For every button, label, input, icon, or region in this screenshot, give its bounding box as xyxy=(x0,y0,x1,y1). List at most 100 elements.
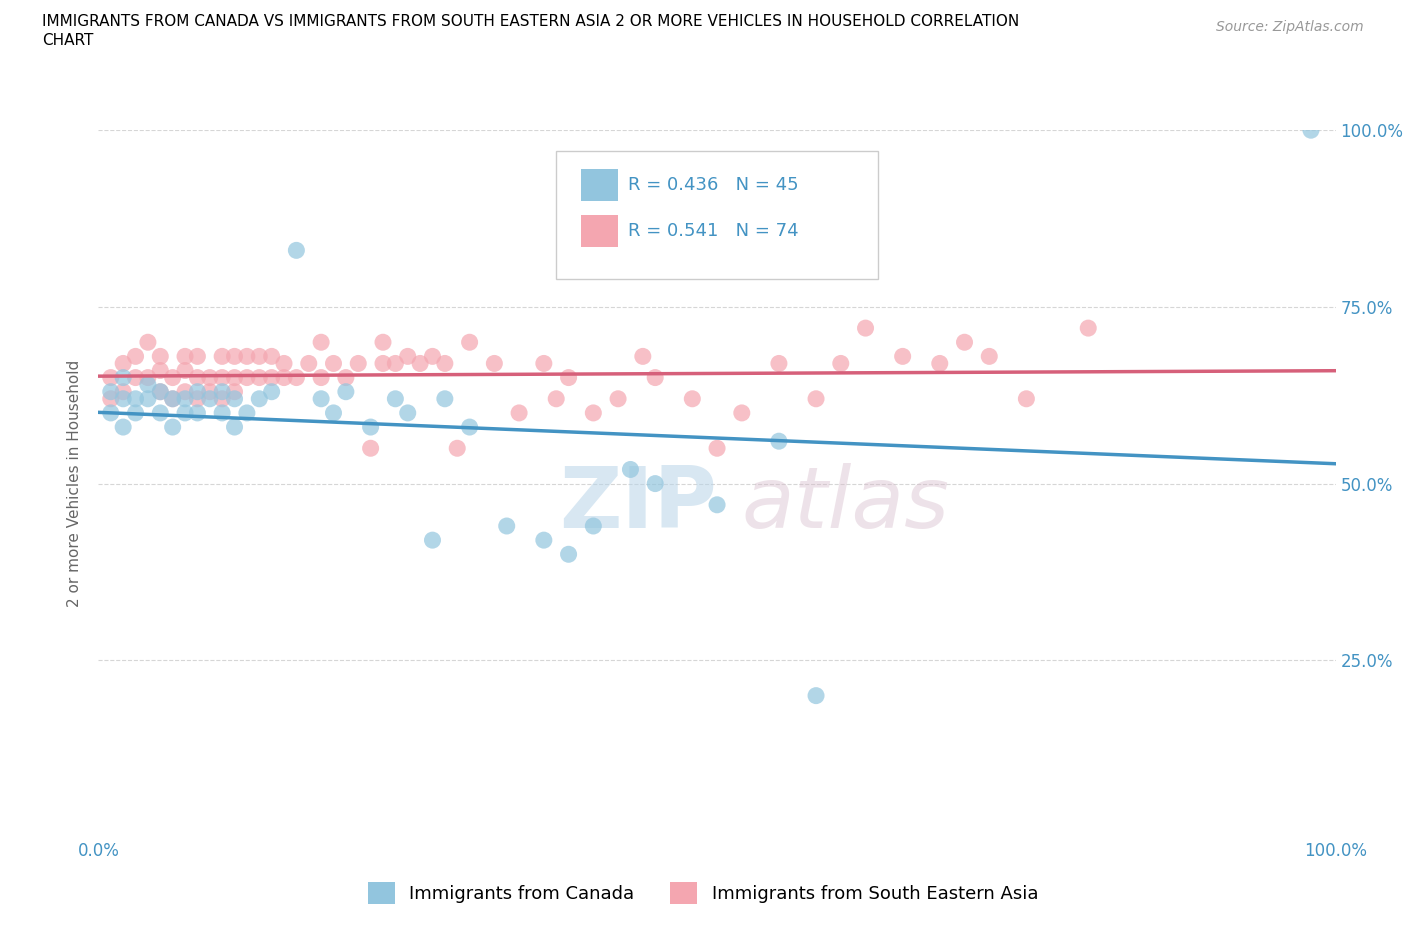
Point xyxy=(607,392,630,406)
Point xyxy=(186,384,208,399)
Point xyxy=(533,533,555,548)
Point xyxy=(1077,321,1099,336)
Point xyxy=(309,335,332,350)
Point xyxy=(136,370,159,385)
Point xyxy=(546,392,568,406)
Point xyxy=(260,349,283,364)
Text: Source: ZipAtlas.com: Source: ZipAtlas.com xyxy=(1216,20,1364,34)
Point xyxy=(928,356,950,371)
Point xyxy=(211,405,233,420)
Point xyxy=(174,384,197,399)
Point xyxy=(557,547,579,562)
Point xyxy=(446,441,468,456)
Point xyxy=(149,349,172,364)
Point xyxy=(631,349,654,364)
Point xyxy=(1015,392,1038,406)
Point xyxy=(247,370,270,385)
Point xyxy=(644,370,666,385)
Point xyxy=(706,498,728,512)
Point xyxy=(174,392,197,406)
Point xyxy=(149,384,172,399)
Point xyxy=(174,405,197,420)
Point xyxy=(112,419,135,434)
Point xyxy=(112,356,135,371)
Point xyxy=(236,370,259,385)
Point xyxy=(136,335,159,350)
Point xyxy=(224,384,246,399)
Point xyxy=(198,384,221,399)
Point xyxy=(100,370,122,385)
Point xyxy=(891,349,914,364)
Point xyxy=(533,356,555,371)
Y-axis label: 2 or more Vehicles in Household: 2 or more Vehicles in Household xyxy=(67,360,83,607)
Point xyxy=(484,356,506,371)
Point xyxy=(211,392,233,406)
Point xyxy=(186,405,208,420)
Point xyxy=(162,392,184,406)
Point xyxy=(285,243,308,258)
Point xyxy=(953,335,976,350)
Point xyxy=(396,349,419,364)
Point xyxy=(174,349,197,364)
Point xyxy=(706,441,728,456)
Point xyxy=(371,356,394,371)
Point xyxy=(979,349,1001,364)
Point xyxy=(174,363,197,378)
Point xyxy=(309,392,332,406)
Point xyxy=(557,370,579,385)
Point xyxy=(681,392,703,406)
Point xyxy=(433,392,456,406)
Point xyxy=(124,349,146,364)
Point xyxy=(433,356,456,371)
Point xyxy=(644,476,666,491)
Point xyxy=(198,392,221,406)
Point xyxy=(236,405,259,420)
Point xyxy=(322,356,344,371)
Point xyxy=(124,405,146,420)
Point xyxy=(211,349,233,364)
Point xyxy=(731,405,754,420)
Point xyxy=(260,384,283,399)
Point xyxy=(224,419,246,434)
Text: IMMIGRANTS FROM CANADA VS IMMIGRANTS FROM SOUTH EASTERN ASIA 2 OR MORE VEHICLES : IMMIGRANTS FROM CANADA VS IMMIGRANTS FRO… xyxy=(42,14,1019,29)
Point xyxy=(1299,123,1322,138)
Point xyxy=(260,370,283,385)
Point xyxy=(360,419,382,434)
Point xyxy=(236,349,259,364)
Point xyxy=(360,441,382,456)
Point xyxy=(508,405,530,420)
Point xyxy=(335,370,357,385)
Point xyxy=(162,370,184,385)
Point xyxy=(136,392,159,406)
Point xyxy=(112,392,135,406)
Point xyxy=(149,405,172,420)
Point xyxy=(124,370,146,385)
Point xyxy=(309,370,332,385)
Point xyxy=(186,392,208,406)
Point xyxy=(322,405,344,420)
Point xyxy=(136,378,159,392)
Point xyxy=(855,321,877,336)
Legend: Immigrants from Canada, Immigrants from South Eastern Asia: Immigrants from Canada, Immigrants from … xyxy=(360,875,1046,911)
FancyBboxPatch shape xyxy=(557,152,877,279)
Text: R = 0.541   N = 74: R = 0.541 N = 74 xyxy=(628,222,799,240)
Point xyxy=(384,392,406,406)
Point xyxy=(211,384,233,399)
Point xyxy=(804,688,827,703)
Point xyxy=(335,384,357,399)
Point xyxy=(371,335,394,350)
Point xyxy=(186,349,208,364)
FancyBboxPatch shape xyxy=(581,215,619,246)
Point xyxy=(298,356,321,371)
Point xyxy=(186,370,208,385)
Text: R = 0.436   N = 45: R = 0.436 N = 45 xyxy=(628,177,799,194)
Point xyxy=(247,349,270,364)
Point xyxy=(162,392,184,406)
Point xyxy=(100,384,122,399)
Point xyxy=(149,363,172,378)
Point xyxy=(830,356,852,371)
Point xyxy=(162,419,184,434)
Point xyxy=(112,384,135,399)
Point xyxy=(768,356,790,371)
Point xyxy=(112,370,135,385)
